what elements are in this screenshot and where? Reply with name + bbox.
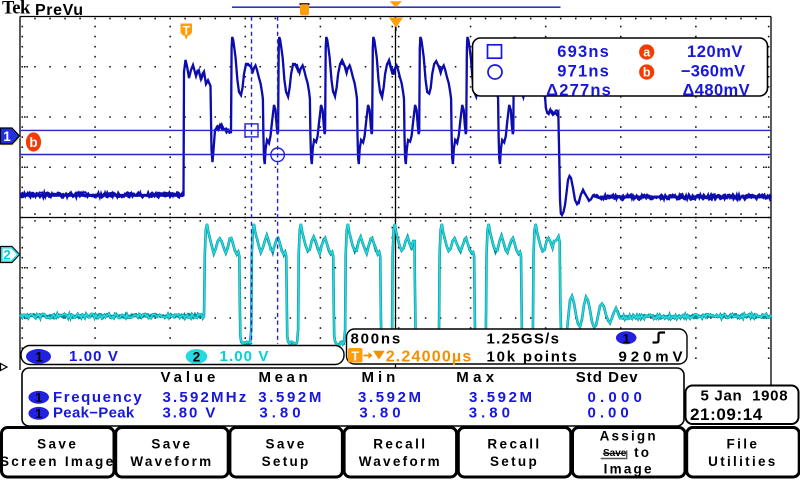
- svg-text:Save: Save: [151, 437, 192, 452]
- svg-text:Setup: Setup: [490, 454, 539, 469]
- svg-text:1.25GS/s: 1.25GS/s: [487, 331, 561, 348]
- svg-text:Δ480mV: Δ480mV: [683, 82, 750, 100]
- svg-text:1: 1: [623, 331, 630, 346]
- svg-text:1: 1: [3, 129, 11, 144]
- svg-text:3.80 V: 3.80 V: [163, 405, 218, 422]
- svg-text:0.00: 0.00: [588, 405, 633, 422]
- svg-text:1: 1: [35, 350, 43, 365]
- svg-text:Image: Image: [604, 462, 654, 477]
- svg-text:Value: Value: [161, 369, 220, 386]
- svg-text:File: File: [726, 437, 759, 452]
- svg-text:21:09:14: 21:09:14: [690, 405, 763, 424]
- svg-text:−360mV: −360mV: [681, 63, 746, 81]
- svg-text:1: 1: [35, 407, 42, 421]
- svg-text:Max: Max: [456, 369, 498, 386]
- svg-text:3.80: 3.80: [359, 405, 404, 422]
- svg-text:0.000: 0.000: [588, 389, 647, 406]
- svg-text:3.592M: 3.592M: [258, 389, 324, 406]
- svg-text:Utilities: Utilities: [708, 454, 777, 469]
- svg-text:920mV: 920mV: [619, 349, 687, 366]
- svg-text:5 Jan 1908: 5 Jan 1908: [701, 388, 789, 405]
- svg-text:b: b: [643, 66, 651, 80]
- svg-text:3.592MHz: 3.592MHz: [163, 389, 249, 406]
- svg-text:Frequency: Frequency: [53, 389, 143, 406]
- svg-text:PreVu: PreVu: [35, 2, 84, 19]
- svg-text:Setup: Setup: [262, 454, 311, 469]
- svg-text:Waveform: Waveform: [130, 454, 213, 469]
- svg-text:Save: Save: [266, 437, 307, 452]
- svg-text:Screen Image: Screen Image: [0, 454, 115, 469]
- svg-text:Tek: Tek: [2, 0, 31, 19]
- svg-text:10k points: 10k points: [487, 349, 579, 366]
- svg-text:800ns: 800ns: [351, 331, 403, 348]
- svg-text:Recall: Recall: [487, 437, 541, 452]
- svg-text:Recall: Recall: [373, 437, 427, 452]
- svg-text:2.24000µs: 2.24000µs: [386, 349, 473, 366]
- svg-text:3.592M: 3.592M: [469, 389, 535, 406]
- svg-text:1: 1: [35, 391, 42, 405]
- svg-text:693ns: 693ns: [557, 43, 610, 61]
- svg-text:Save: Save: [37, 437, 78, 452]
- svg-text:3.80: 3.80: [259, 405, 304, 422]
- svg-text:Mean: Mean: [259, 369, 312, 386]
- svg-text:3.592M: 3.592M: [358, 389, 424, 406]
- svg-text:Std Dev: Std Dev: [576, 369, 639, 386]
- svg-text:1.00 V: 1.00 V: [220, 348, 270, 365]
- svg-text:to: to: [634, 445, 651, 460]
- svg-text:T: T: [351, 350, 359, 364]
- svg-text:120mV: 120mV: [687, 43, 743, 61]
- svg-text:a: a: [643, 46, 651, 60]
- svg-text:2: 2: [3, 248, 11, 263]
- svg-text:1.00 V: 1.00 V: [69, 348, 119, 365]
- svg-text:b: b: [29, 135, 37, 150]
- svg-text:Peak−Peak: Peak−Peak: [53, 405, 135, 422]
- svg-text:Assign: Assign: [600, 429, 658, 444]
- svg-text:Save: Save: [603, 448, 627, 459]
- svg-text:3.80: 3.80: [469, 405, 514, 422]
- svg-text:T: T: [183, 24, 191, 38]
- svg-text:2: 2: [193, 350, 201, 365]
- svg-text:971ns: 971ns: [557, 63, 610, 81]
- svg-text:Waveform: Waveform: [359, 454, 442, 469]
- svg-text:Δ277ns: Δ277ns: [546, 82, 612, 100]
- svg-text:Min: Min: [362, 369, 400, 386]
